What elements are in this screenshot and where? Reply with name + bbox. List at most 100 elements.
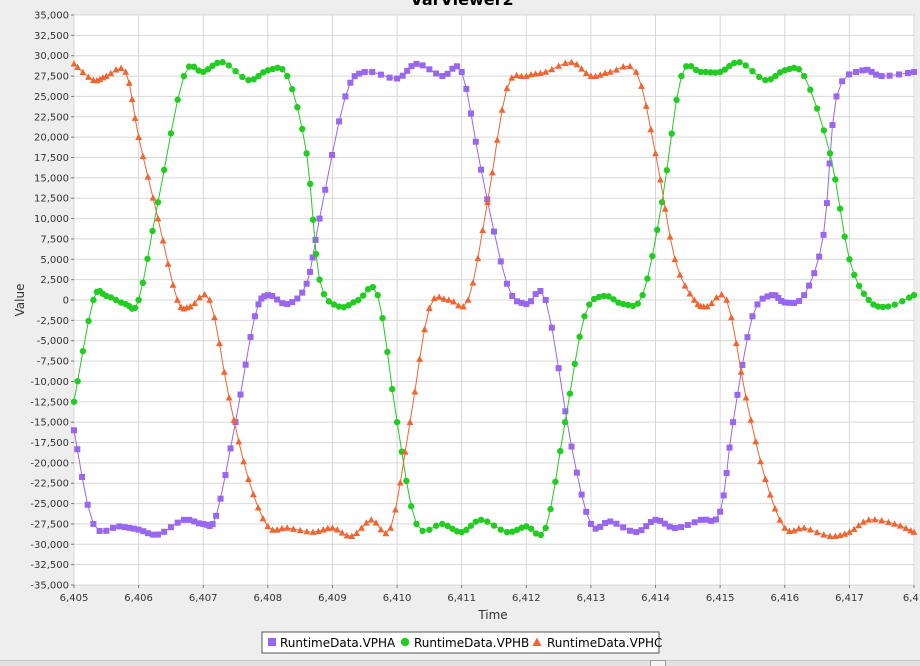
data-point-square (103, 527, 110, 534)
data-point-square (778, 297, 785, 304)
data-point-circle (772, 72, 779, 80)
data-point-circle (149, 227, 156, 235)
data-point-circle (595, 293, 603, 301)
data-point-square (453, 63, 460, 70)
data-point-square (322, 186, 329, 193)
data-point-square (356, 70, 363, 77)
data-point-circle (841, 233, 848, 240)
data-point-triangle (102, 72, 110, 79)
data-point-triangle (278, 524, 286, 532)
data-point-square (329, 151, 336, 158)
data-point-circle (687, 62, 695, 70)
data-point-triangle (74, 63, 82, 71)
data-point-square (839, 78, 846, 85)
data-point-circle (364, 286, 372, 293)
data-point-circle (274, 64, 281, 71)
data-point-triangle (464, 296, 472, 303)
data-point-triangle (367, 516, 375, 523)
data-point-triangle (686, 290, 694, 297)
data-point-triangle (164, 260, 172, 267)
data-point-triangle (225, 394, 233, 401)
data-point-square (237, 391, 244, 398)
data-point-triangle (245, 475, 252, 482)
data-point-triangle (220, 368, 228, 375)
data-point-triangle (173, 296, 181, 303)
y-tick-label: 12,500 (34, 194, 69, 205)
data-point-circle (795, 66, 803, 73)
data-point-circle (610, 296, 617, 303)
data-point-circle (325, 298, 333, 305)
data-point-square (413, 60, 420, 67)
x-tick-label: 6,417 (835, 593, 864, 604)
data-point-circle (350, 299, 357, 306)
data-point-circle (484, 518, 491, 525)
data-point-triangle (135, 133, 143, 140)
data-point-circle (851, 271, 858, 279)
data-point-circle (644, 275, 651, 282)
data-point-circle (855, 282, 863, 290)
data-point-square (845, 71, 852, 78)
y-tick-label: 32,500 (34, 31, 69, 42)
data-point-circle (624, 301, 632, 309)
data-point-triangle (518, 72, 525, 79)
data-point-square (726, 444, 733, 451)
data-point-circle (167, 130, 175, 137)
data-point-triangle (850, 525, 858, 533)
data-point-triangle (196, 293, 203, 301)
data-point-triangle (841, 530, 849, 537)
data-point-circle (800, 72, 808, 80)
data-point-circle (826, 150, 834, 157)
data-point-circle (214, 59, 221, 67)
series-runtimedata-vpha (71, 60, 917, 538)
data-point-circle (467, 522, 475, 529)
data-point-square (829, 121, 836, 128)
data-point-triangle (638, 82, 645, 89)
data-point-square (126, 524, 133, 531)
data-point-circle (269, 65, 276, 73)
data-point-circle (200, 68, 207, 76)
data-point-triangle (555, 62, 563, 69)
data-point-circle (255, 72, 262, 80)
y-tick-label: 27,500 (34, 72, 69, 83)
data-point-circle (663, 167, 671, 174)
data-point-triangle (718, 291, 726, 298)
data-point-square (717, 508, 724, 515)
data-point-circle (561, 418, 569, 426)
y-tick-label: -12,500 (30, 397, 69, 408)
data-point-triangle (806, 526, 814, 533)
data-point-triangle (230, 416, 238, 423)
data-point-triangle (70, 60, 78, 67)
data-point-square (583, 508, 590, 515)
data-point-triangle (632, 68, 640, 75)
data-point-triangle (573, 60, 581, 68)
data-point-square (140, 528, 147, 535)
data-point-circle (139, 279, 147, 287)
data-point-circle (639, 291, 646, 299)
data-point-triangle (154, 214, 162, 222)
data-point-circle (393, 418, 401, 426)
data-point-triangle (128, 95, 136, 103)
data-point-triangle (831, 532, 839, 539)
data-point-circle (590, 295, 598, 303)
data-point-square (697, 516, 704, 523)
data-point-triangle (85, 73, 92, 80)
data-point-triangle (353, 529, 361, 537)
data-point-triangle (215, 339, 223, 347)
data-point-circle (846, 256, 853, 263)
data-point-circle (239, 73, 246, 81)
data-point-triangle (169, 281, 177, 288)
data-point-circle (303, 150, 310, 157)
data-point-triangle (536, 69, 544, 77)
data-point-square (458, 69, 465, 75)
data-point-square (149, 531, 156, 538)
data-point-circle (899, 298, 906, 305)
resize-handle[interactable] (650, 660, 666, 666)
data-point-circle (668, 130, 675, 137)
data-point-triangle (626, 62, 634, 69)
data-point-square (279, 300, 286, 307)
data-point-circle (289, 86, 296, 93)
data-point-circle (426, 526, 433, 533)
chart-title: VarViewer2 (410, 0, 513, 9)
data-point-square (227, 445, 234, 452)
